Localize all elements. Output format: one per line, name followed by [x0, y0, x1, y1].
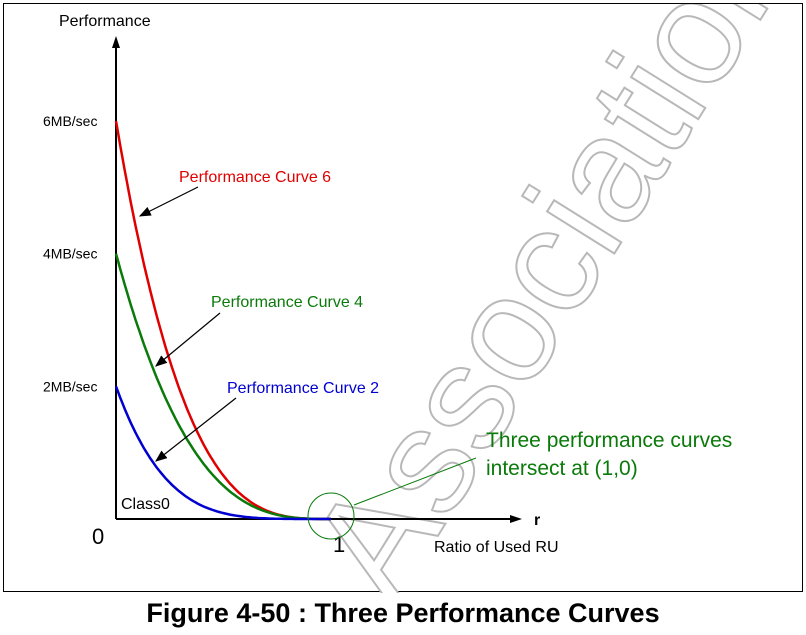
x-axis-description: Ratio of Used RU: [434, 539, 559, 556]
origin-label: 0: [92, 524, 104, 549]
figure-caption: Figure 4-50 : Three Performance Curves: [146, 598, 660, 628]
annotation-leader: [353, 457, 477, 506]
annotation-line-2: intersect at (1,0): [486, 457, 638, 480]
series-label-1: Performance Curve 4: [211, 294, 363, 311]
y-tick-labels: 2MB/sec 4MB/sec 6MB/sec: [43, 113, 97, 394]
y-tick-label-1: 4MB/sec: [43, 246, 97, 262]
x-axis-title: r: [534, 512, 540, 529]
series-label-arrow-1: [155, 312, 221, 367]
y-tick-label-0: 2MB/sec: [43, 378, 97, 394]
y-tick-label-2: 6MB/sec: [43, 113, 97, 129]
series-label-arrow-0: [138, 186, 199, 217]
figure-frame: Association Performance r Ratio of Used …: [3, 3, 804, 593]
series-line-2: [114, 385, 331, 521]
region-label: Class0: [121, 496, 170, 513]
y-axis-title: Performance: [59, 13, 151, 30]
intersection-marker: [307, 492, 355, 540]
y-axis-arrow: [112, 36, 120, 48]
annotation-line-1: Three performance curves: [486, 429, 732, 452]
performance-chart: Association Performance r Ratio of Used …: [43, 4, 804, 593]
curves: [114, 120, 331, 521]
x-axis-arrow: [510, 515, 522, 523]
series-label-2: Performance Curve 2: [227, 380, 379, 397]
series-label-0: Performance Curve 6: [179, 169, 331, 186]
series-label-arrow-2: [155, 397, 237, 462]
curve-labels: Performance Curve 6 Performance Curve 4 Pe…: [138, 169, 379, 462]
